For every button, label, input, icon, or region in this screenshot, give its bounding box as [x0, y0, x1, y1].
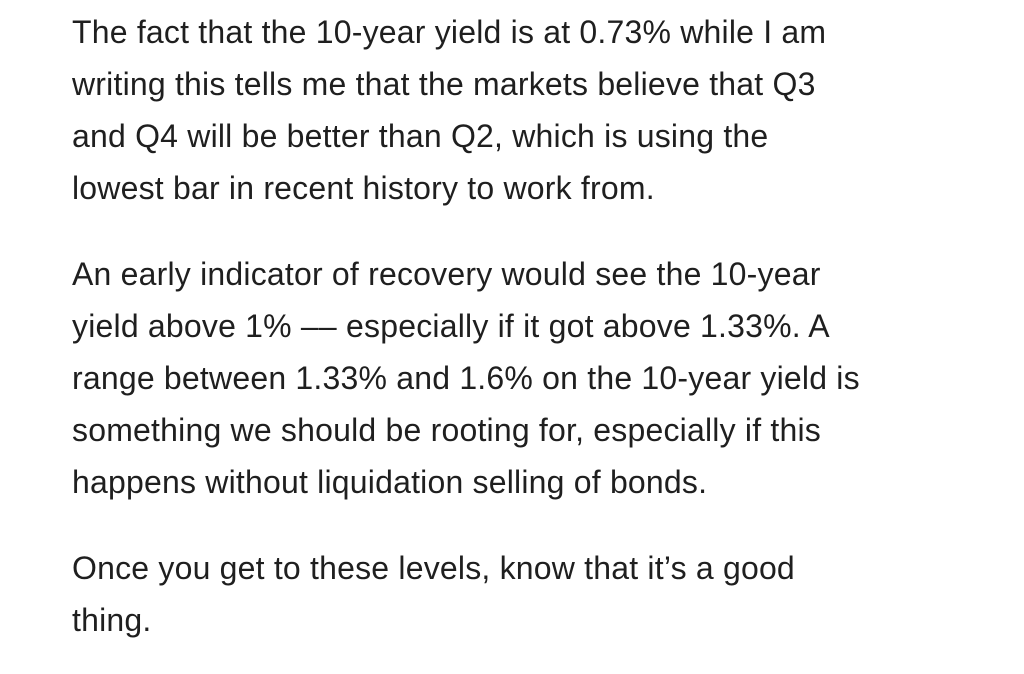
text-line: yield above 1% –– especially if it got a… [72, 308, 830, 344]
text-line: happens without liquidation selling of b… [72, 464, 708, 500]
paragraph: Once you get to these levels, know that … [72, 542, 964, 646]
paragraph: An early indicator of recovery would see… [72, 248, 964, 508]
text-line: An early indicator of recovery would see… [72, 256, 821, 292]
text-line: range between 1.33% and 1.6% on the 10-y… [72, 360, 860, 396]
paragraph: The fact that the 10-year yield is at 0.… [72, 6, 964, 214]
text-line: Once you get to these levels, know that … [72, 550, 795, 586]
text-line: something we should be rooting for, espe… [72, 412, 821, 448]
text-line: writing this tells me that the markets b… [72, 66, 816, 102]
text-line: The fact that the 10-year yield is at 0.… [72, 14, 827, 50]
text-line: lowest bar in recent history to work fro… [72, 170, 655, 206]
text-line: and Q4 will be better than Q2, which is … [72, 118, 769, 154]
text-line: thing. [72, 602, 152, 638]
